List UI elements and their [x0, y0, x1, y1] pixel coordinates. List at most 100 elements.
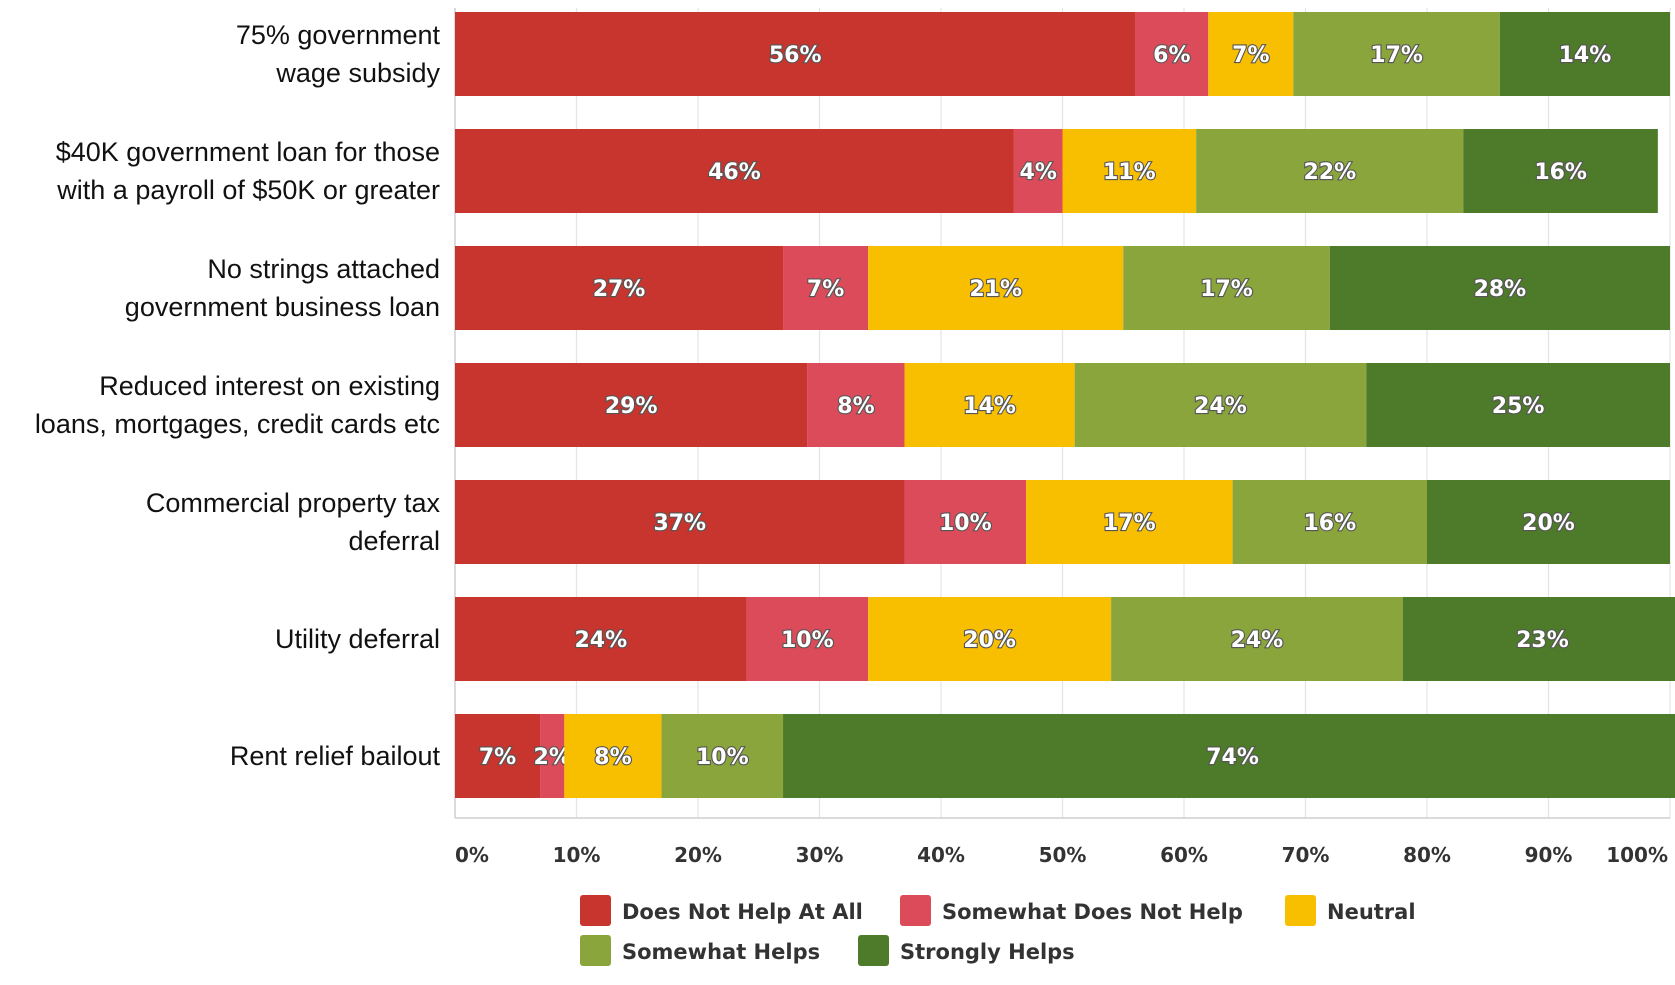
category-label: deferral [348, 526, 440, 556]
bar-segment [783, 714, 1675, 798]
category-label: Reduced interest on existing [99, 371, 440, 401]
data-label: 10% [939, 511, 992, 536]
bar-segment [455, 129, 1014, 213]
bar-segment [455, 480, 905, 564]
bar-segment [868, 597, 1112, 681]
bar-segment [564, 714, 662, 798]
data-label: 8% [837, 394, 874, 419]
category-label: Rent relief bailout [230, 741, 441, 771]
bars: 56% 6% 7% 17% 14% 46% 4% 11% 22% 16% 27% 7% 21% 17% 28… [455, 12, 1675, 798]
data-label: 7% [807, 277, 844, 302]
x-tick-label: 10% [553, 843, 601, 867]
bar-segment [455, 597, 747, 681]
category-label: $40K government loan for those [56, 137, 440, 167]
data-label: 16% [1534, 160, 1587, 185]
bar-segment [1111, 597, 1403, 681]
bar-segment [1329, 246, 1670, 330]
category-label: Commercial property tax [146, 488, 441, 518]
data-label: 10% [696, 745, 749, 770]
data-label: 46% [708, 160, 761, 185]
legend-label: Somewhat Does Not Help [942, 900, 1243, 924]
data-label: 28% [1474, 277, 1527, 302]
legend-label: Strongly Helps [900, 940, 1075, 964]
bar-segment [1366, 363, 1670, 447]
data-label: 20% [1522, 511, 1575, 536]
legend-swatch [580, 935, 611, 966]
bar-segment [1208, 12, 1294, 96]
bar-segment [1074, 363, 1367, 447]
legend-swatch [580, 895, 611, 926]
x-tick-label: 100% [1606, 843, 1668, 867]
legend-label: Does Not Help At All [622, 900, 863, 924]
bar-segment [1293, 12, 1500, 96]
data-label: 24% [1194, 394, 1247, 419]
bar-segment [1427, 480, 1670, 564]
data-label: 14% [1559, 43, 1612, 68]
category-label: Utility deferral [275, 624, 440, 654]
category-label: wage subsidy [275, 58, 440, 88]
x-tick-label: 0% [455, 843, 489, 867]
bar-segment [1135, 12, 1209, 96]
data-label: 17% [1370, 43, 1423, 68]
data-label: 16% [1303, 511, 1356, 536]
x-tick-labels: 0% 10% 20% 30% 40% 50% 60% 70% 80% 90% 100% [455, 843, 1668, 867]
bar-segment [1499, 12, 1670, 96]
category-label: government business loan [125, 292, 440, 322]
legend-item: Strongly Helps [858, 935, 1075, 966]
bar-segment [661, 714, 784, 798]
legend-label: Somewhat Helps [622, 940, 820, 964]
legend: Does Not Help At All Somewhat Does Not He… [580, 895, 1416, 966]
bar-segment [746, 597, 869, 681]
category-label: loans, mortgages, credit cards etc [35, 409, 440, 439]
data-label: 24% [1231, 628, 1284, 653]
bar-segment [904, 363, 1075, 447]
bar-segment [1123, 246, 1330, 330]
bar-segment [783, 246, 869, 330]
bar-segment [455, 246, 784, 330]
data-label: 17% [1200, 277, 1253, 302]
bar-segment [455, 363, 808, 447]
bar-segment [1463, 129, 1658, 213]
bar-segment [807, 363, 905, 447]
bar-segment [455, 12, 1136, 96]
bar-segment [1013, 129, 1063, 213]
legend-item: Neutral [1285, 895, 1416, 926]
bar-segment [455, 714, 541, 798]
bar-segment [1062, 129, 1197, 213]
legend-swatch [900, 895, 931, 926]
data-label: 56% [769, 43, 822, 68]
data-label: 10% [781, 628, 834, 653]
bar-segment [1402, 597, 1675, 681]
data-label: 23% [1516, 628, 1569, 653]
legend-label: Neutral [1327, 900, 1416, 924]
x-tick-label: 40% [917, 843, 965, 867]
bar-segment [1196, 129, 1464, 213]
x-tick-label: 50% [1039, 843, 1087, 867]
data-label: 27% [593, 277, 646, 302]
bar-segment [1232, 480, 1427, 564]
legend-item: Does Not Help At All [580, 895, 863, 926]
data-label: 25% [1492, 394, 1545, 419]
bar-segment [904, 480, 1027, 564]
legend-swatch [1285, 895, 1316, 926]
x-tick-label: 90% [1525, 843, 1573, 867]
x-tick-label: 20% [674, 843, 722, 867]
bar-segment [540, 714, 565, 798]
data-label: 11% [1103, 160, 1156, 185]
data-label: 22% [1303, 160, 1356, 185]
category-label: No strings attached [207, 254, 440, 284]
data-label: 74% [1206, 745, 1259, 770]
category-label: with a payroll of $50K or greater [56, 175, 440, 205]
data-label: 20% [963, 628, 1016, 653]
legend-item: Somewhat Helps [580, 935, 820, 966]
data-label: 6% [1153, 43, 1190, 68]
x-tick-label: 70% [1282, 843, 1330, 867]
data-label: 29% [605, 394, 658, 419]
data-label: 24% [574, 628, 627, 653]
data-label: 14% [963, 394, 1016, 419]
data-label: 8% [594, 745, 631, 770]
data-label: 4% [1020, 160, 1057, 185]
data-label: 7% [479, 745, 516, 770]
x-tick-label: 30% [796, 843, 844, 867]
